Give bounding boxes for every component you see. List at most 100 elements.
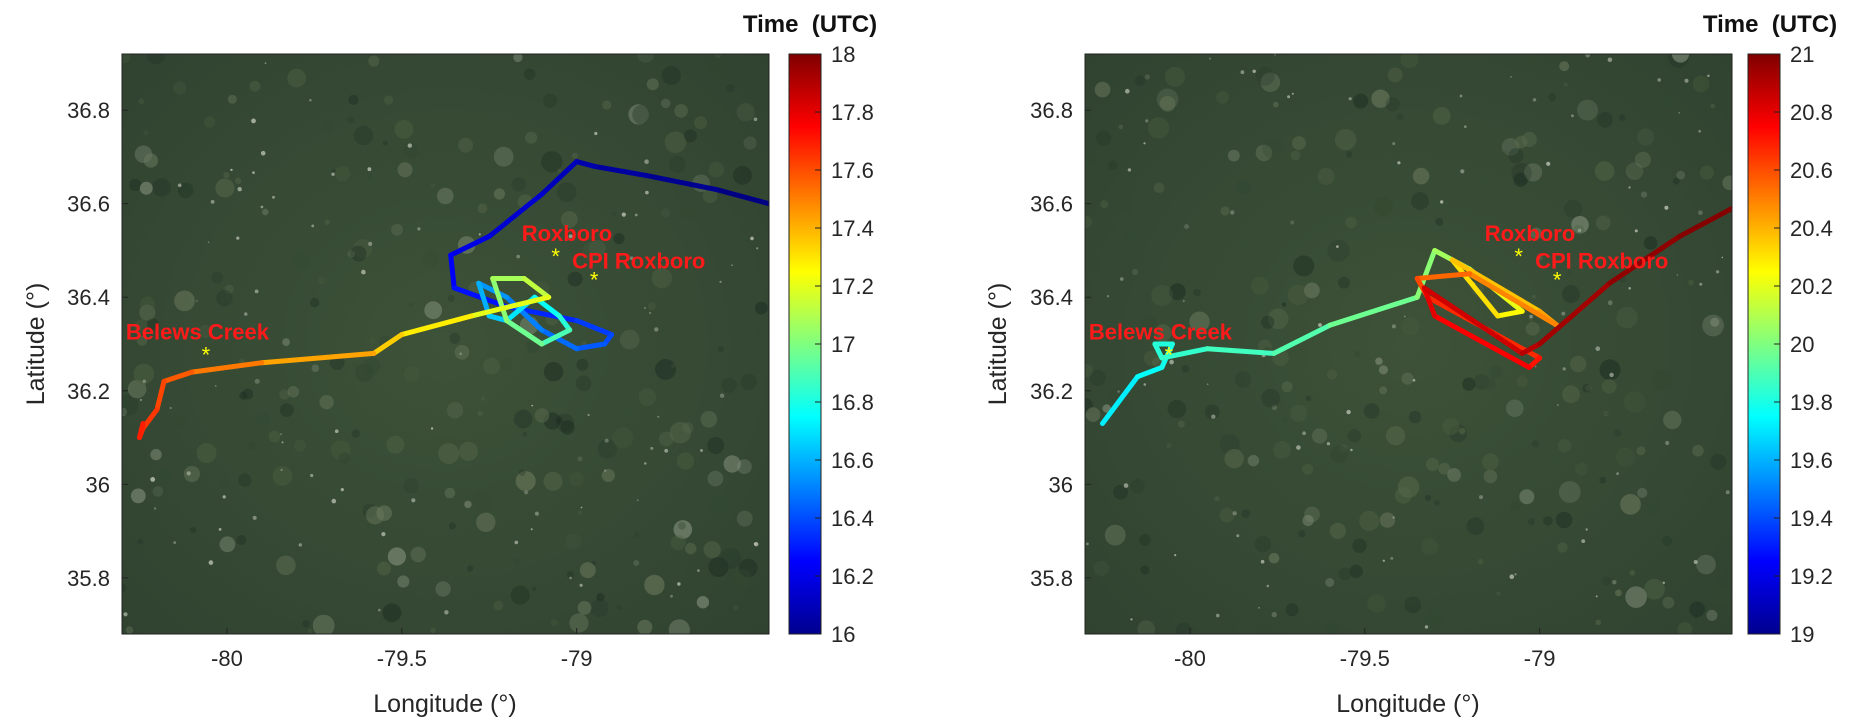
terrain-patch bbox=[567, 271, 583, 287]
urban-speck bbox=[719, 393, 725, 398]
urban-speck bbox=[331, 172, 335, 176]
terrain-patch bbox=[1281, 302, 1287, 307]
urban-speck bbox=[1169, 359, 1174, 365]
urban-speck bbox=[604, 469, 607, 472]
urban-speck bbox=[1725, 490, 1730, 495]
urban-speck bbox=[244, 312, 248, 316]
terrain-patch bbox=[1618, 114, 1626, 121]
urban-speck bbox=[1252, 69, 1256, 74]
terrain-patch bbox=[566, 571, 574, 579]
terrain-patch bbox=[369, 337, 376, 344]
terrain-patch bbox=[511, 177, 526, 192]
terrain-patch bbox=[1672, 177, 1680, 185]
terrain-patch bbox=[1424, 494, 1432, 501]
track-segment bbox=[1414, 271, 1473, 281]
urban-speck bbox=[756, 247, 759, 250]
terrain-patch bbox=[733, 166, 752, 185]
x-tick-label: -80 bbox=[1174, 646, 1206, 671]
urban-speck bbox=[1206, 383, 1209, 386]
urban-speck bbox=[1125, 88, 1130, 94]
track-segment bbox=[1327, 294, 1420, 328]
terrain-patch bbox=[531, 586, 537, 591]
site-star-icon: * bbox=[551, 244, 560, 269]
terrain-patch bbox=[1374, 196, 1394, 217]
terrain-patch bbox=[1285, 603, 1299, 617]
terrain-patch bbox=[219, 536, 236, 553]
terrain-patch bbox=[410, 546, 426, 563]
urban-speck bbox=[280, 468, 283, 472]
urban-speck bbox=[1232, 511, 1237, 516]
site-star-icon: * bbox=[1514, 244, 1523, 269]
urban-speck bbox=[331, 498, 337, 504]
track-segment bbox=[574, 318, 615, 338]
x-axis-ticks: -80 -79.5 -79 bbox=[211, 628, 593, 671]
colorbar-tick-label: 17.2 bbox=[831, 274, 874, 299]
terrain-patch bbox=[403, 477, 419, 494]
terrain-patch bbox=[146, 318, 159, 331]
colorbar bbox=[788, 53, 822, 635]
urban-speck bbox=[587, 413, 590, 417]
terrain-patch bbox=[1511, 163, 1532, 184]
terrain-patch bbox=[224, 284, 234, 294]
y-tick-label: 36.6 bbox=[67, 192, 110, 217]
terrain-patch bbox=[476, 512, 496, 532]
terrain-patch bbox=[1513, 172, 1528, 187]
urban-speck bbox=[644, 307, 646, 309]
terrain-patch bbox=[477, 410, 483, 417]
terrain-patch bbox=[577, 601, 592, 615]
terrain-patch bbox=[1562, 285, 1580, 304]
terrain-patch bbox=[1387, 67, 1403, 83]
terrain-patch bbox=[1386, 604, 1395, 614]
urban-speck bbox=[1707, 74, 1710, 78]
urban-speck bbox=[1664, 205, 1669, 210]
urban-speck bbox=[731, 264, 733, 267]
terrain-patch bbox=[616, 604, 622, 610]
terrain-patch bbox=[1629, 570, 1636, 576]
terrain-patch bbox=[1227, 149, 1240, 162]
terrain-patch bbox=[660, 208, 671, 218]
terrain-patch bbox=[1327, 369, 1338, 380]
urban-speck bbox=[1628, 186, 1631, 189]
terrain-patch bbox=[1338, 567, 1352, 581]
terrain-patch bbox=[236, 535, 247, 545]
urban-speck bbox=[361, 269, 366, 275]
urban-speck bbox=[1699, 282, 1703, 286]
terrain-patch bbox=[1671, 54, 1690, 63]
terrain-patch bbox=[534, 408, 550, 423]
terrain-patch bbox=[312, 614, 335, 634]
site-label: Belews Creek bbox=[1089, 319, 1233, 344]
track-segment bbox=[486, 313, 510, 324]
terrain-patch bbox=[555, 416, 563, 424]
site-label: Roxboro bbox=[1485, 221, 1575, 246]
terrain-patch bbox=[524, 490, 529, 495]
terrain-patch bbox=[726, 84, 735, 93]
terrain-patch bbox=[437, 187, 454, 205]
terrain-patch bbox=[424, 301, 443, 320]
terrain-patch bbox=[1420, 538, 1439, 556]
terrain-patch bbox=[331, 168, 336, 174]
x-tick-label: -79.5 bbox=[1340, 646, 1390, 671]
terrain-patch bbox=[1616, 306, 1638, 329]
urban-speck bbox=[1404, 315, 1406, 318]
terrain-patch bbox=[1378, 365, 1388, 375]
site-label: CPI Roxboro bbox=[572, 249, 705, 274]
terrain-patch bbox=[1516, 375, 1528, 387]
terrain-patch bbox=[1169, 615, 1178, 624]
site-label: Roxboro bbox=[522, 221, 612, 246]
terrain-patch bbox=[317, 276, 326, 285]
urban-speck bbox=[311, 224, 315, 228]
terrain-patch bbox=[1585, 385, 1592, 391]
urban-speck bbox=[1390, 556, 1394, 560]
terrain-patch bbox=[660, 98, 671, 109]
terrain-patch bbox=[1093, 560, 1109, 577]
terrain-patch bbox=[1113, 484, 1128, 500]
terrain-patch bbox=[353, 239, 373, 258]
terrain-patch bbox=[637, 619, 653, 634]
terrain-patch bbox=[1385, 426, 1406, 446]
site-label: CPI Roxboro bbox=[1535, 249, 1668, 274]
terrain-patch bbox=[1281, 381, 1293, 393]
urban-speck bbox=[281, 441, 284, 444]
terrain-patch bbox=[685, 542, 697, 555]
terrain-patch bbox=[347, 250, 356, 258]
terrain-patch bbox=[139, 304, 156, 321]
